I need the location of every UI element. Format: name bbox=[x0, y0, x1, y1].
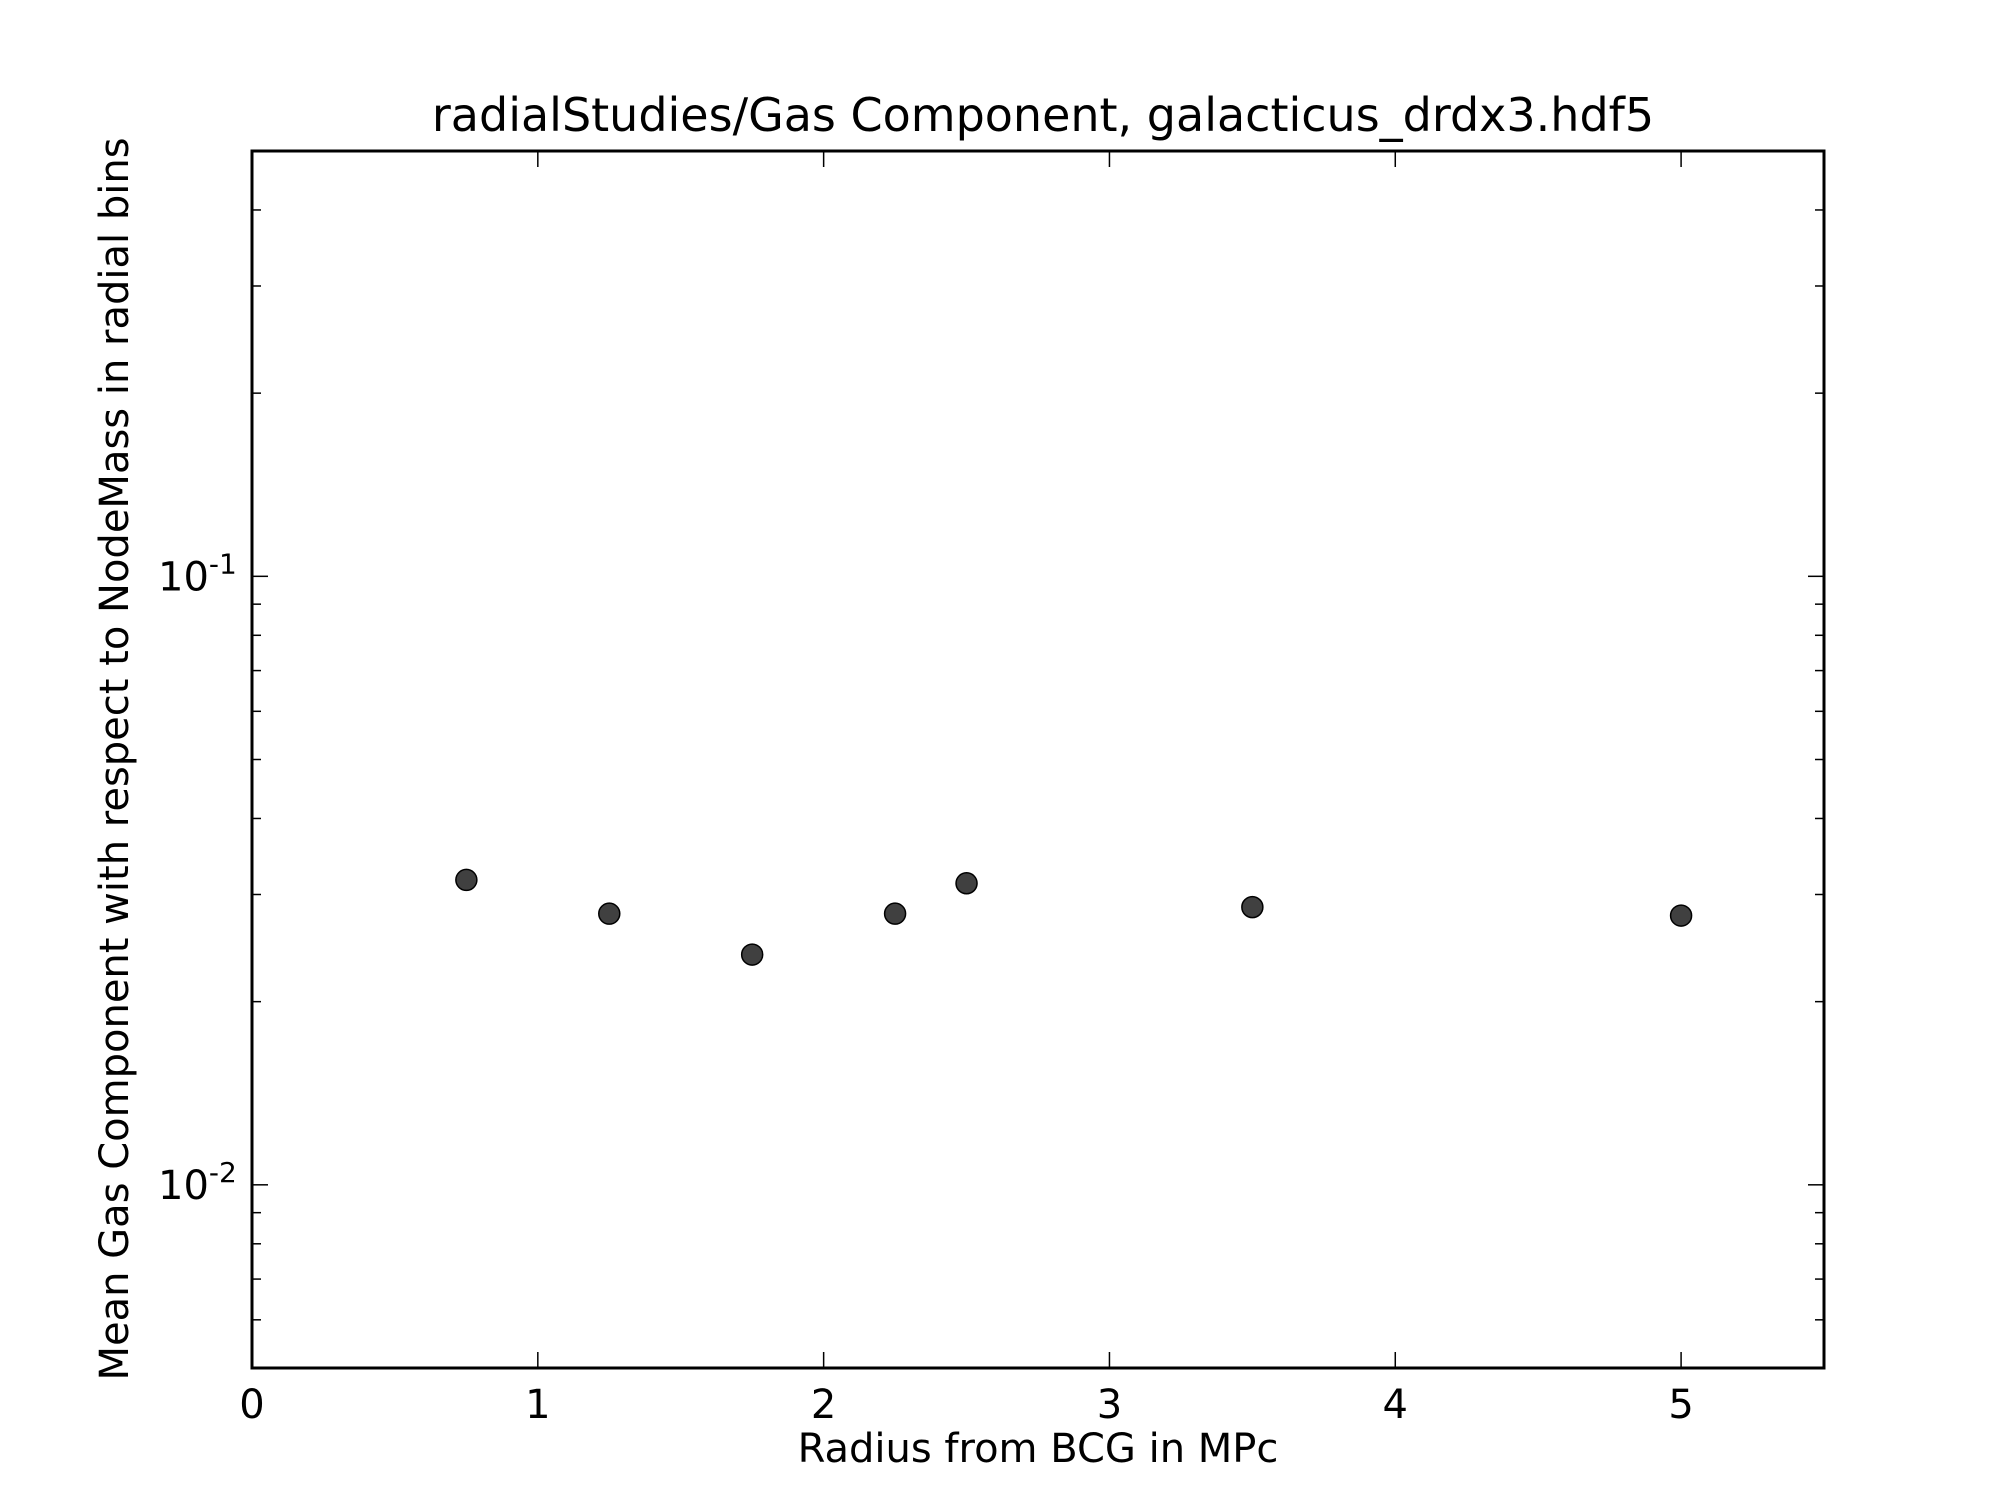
data-point bbox=[740, 943, 764, 966]
y-tick-label-base: 10 bbox=[158, 1163, 209, 1209]
ticks-layer: 0 1 2 3 4 510-110-2 bbox=[158, 151, 1824, 1428]
data-point bbox=[455, 868, 478, 892]
points-layer bbox=[455, 868, 1693, 966]
y-tick-label: 10-2 bbox=[158, 1156, 237, 1209]
x-tick-label: 3 bbox=[1097, 1382, 1122, 1428]
x-axis-label: Radius from BCG in MPc bbox=[798, 1426, 1279, 1472]
x-tick-label: 2 bbox=[811, 1382, 836, 1428]
x-tick-label: 5 bbox=[1668, 1382, 1693, 1428]
data-point bbox=[955, 872, 978, 895]
y-tick-label: 10-1 bbox=[158, 547, 237, 600]
data-point bbox=[598, 902, 621, 925]
y-tick-label-base: 10 bbox=[158, 554, 209, 600]
data-point bbox=[1669, 904, 1693, 927]
y-axis-label: Mean Gas Component with respect to NodeM… bbox=[92, 137, 138, 1380]
plot-frame bbox=[250, 149, 1826, 1370]
y-tick-label-exponent: -2 bbox=[209, 1156, 237, 1189]
chart-title: radialStudies/Gas Component, galacticus_… bbox=[432, 88, 1654, 142]
data-point bbox=[883, 902, 907, 925]
x-tick-label: 4 bbox=[1383, 1382, 1408, 1428]
x-tick-label: 1 bbox=[525, 1382, 550, 1428]
y-tick-label-exponent: -1 bbox=[209, 547, 237, 580]
x-tick-label: 0 bbox=[239, 1382, 264, 1428]
data-point bbox=[1241, 895, 1264, 919]
